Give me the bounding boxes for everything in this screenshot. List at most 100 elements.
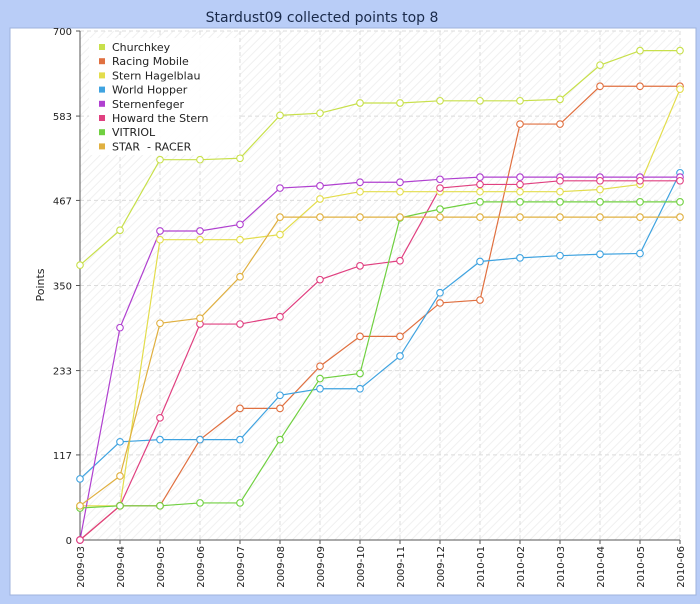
x-tick-label: 2010-06 <box>676 546 687 588</box>
series-line <box>79 172 681 480</box>
data-point <box>396 213 404 221</box>
legend-box <box>89 38 239 155</box>
series-line <box>79 201 680 509</box>
data-point <box>236 220 244 229</box>
data-point <box>556 213 564 221</box>
data-point <box>596 250 604 259</box>
data-point <box>356 178 364 187</box>
x-tick-label: 2010-01 <box>476 546 487 588</box>
series-points <box>76 46 684 544</box>
data-point <box>596 176 604 185</box>
data-point <box>356 262 364 270</box>
data-point <box>156 435 164 444</box>
y-tick-label: 0 <box>66 536 72 547</box>
x-tick-label: 2009-07 <box>236 546 247 588</box>
data-point <box>76 536 84 544</box>
data-point <box>556 120 564 128</box>
data-point <box>636 82 644 91</box>
data-point <box>316 182 324 190</box>
data-point <box>396 187 404 196</box>
data-point <box>436 213 444 221</box>
x-tick-label: 2009-10 <box>356 546 367 588</box>
data-point <box>236 499 244 507</box>
series-line <box>80 88 681 507</box>
data-point <box>396 99 404 107</box>
legend-label: World Hopper <box>112 84 188 97</box>
x-tick-label: 2009-09 <box>316 546 327 588</box>
tick-labels: 0 117 233 350 467 583 700 2009-03 2009-04 2009-05… <box>53 27 687 588</box>
data-point <box>76 501 84 510</box>
data-point <box>196 435 204 444</box>
data-point <box>476 96 484 105</box>
data-point <box>476 257 484 266</box>
x-tick-label: 2009-08 <box>276 546 287 588</box>
data-point <box>276 391 284 400</box>
x-tick-label: 2010-02 <box>516 546 527 588</box>
data-point <box>236 320 244 328</box>
data-point <box>516 96 524 105</box>
data-point <box>316 374 324 383</box>
data-point <box>636 249 644 258</box>
data-point <box>556 95 564 104</box>
data-point <box>276 312 284 321</box>
data-point <box>676 176 684 185</box>
data-point <box>516 254 524 262</box>
x-tick-label: 2009-03 <box>76 546 87 588</box>
data-point <box>596 185 604 194</box>
data-point <box>356 332 364 341</box>
y-axis-label: Points <box>34 268 47 301</box>
data-point <box>516 173 524 182</box>
data-point <box>156 501 164 510</box>
data-point <box>156 155 164 164</box>
legend-label: Racing Mobile <box>112 55 189 68</box>
legend-swatch <box>99 129 105 136</box>
data-point <box>316 275 324 284</box>
data-point <box>236 404 244 413</box>
series-line <box>79 50 680 266</box>
data-point <box>396 178 404 187</box>
data-point <box>476 173 484 182</box>
data-point <box>196 235 204 244</box>
data-point <box>156 227 164 235</box>
data-point <box>596 61 604 70</box>
y-tick-label: 117 <box>53 451 72 462</box>
legend-label: Churchkey <box>112 41 171 54</box>
data-point <box>516 187 524 196</box>
data-point <box>436 184 444 192</box>
data-point <box>476 187 484 196</box>
data-point <box>156 235 164 244</box>
data-point <box>276 230 284 239</box>
data-point <box>276 184 284 192</box>
data-point <box>236 235 244 244</box>
data-point <box>476 296 484 304</box>
data-point <box>596 198 604 206</box>
data-point <box>236 154 244 163</box>
data-point <box>396 256 404 265</box>
y-tick-label: 700 <box>53 27 72 38</box>
data-point <box>356 187 364 196</box>
legend-label: STAR - RACER <box>112 140 192 153</box>
data-point <box>636 46 644 55</box>
data-point <box>316 362 324 371</box>
data-point <box>316 109 324 118</box>
data-point <box>556 198 564 206</box>
series-line <box>79 176 680 541</box>
legend-swatch <box>99 115 105 121</box>
legend-swatch <box>99 58 105 65</box>
data-point <box>276 404 284 413</box>
x-tick-label: 2009-11 <box>396 546 407 588</box>
data-point <box>516 120 524 128</box>
x-tick-label: 2009-06 <box>196 546 207 588</box>
data-point <box>476 198 484 206</box>
data-point <box>476 213 484 221</box>
data-point <box>596 82 604 91</box>
data-point <box>556 251 564 260</box>
legend-swatch <box>99 44 105 50</box>
data-point <box>436 175 444 184</box>
data-point <box>396 332 404 341</box>
data-point <box>556 176 564 185</box>
data-point <box>396 352 404 360</box>
y-tick-label: 233 <box>53 367 72 378</box>
